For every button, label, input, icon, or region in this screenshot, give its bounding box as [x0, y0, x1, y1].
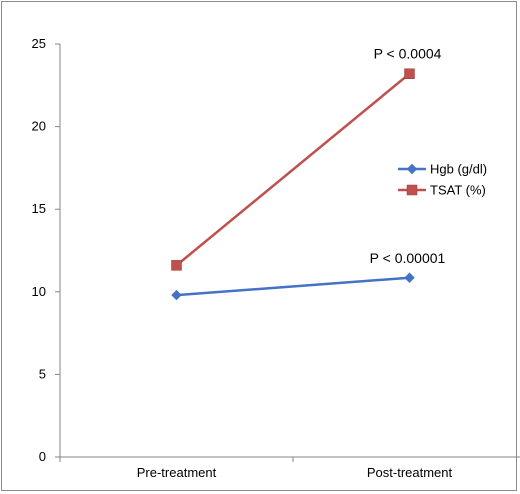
series-1	[171, 272, 415, 301]
data-point	[404, 272, 415, 283]
y-tick-label: 25	[32, 36, 46, 51]
legend-item: Hgb (g/dl)	[398, 162, 487, 177]
series-2	[171, 68, 415, 271]
data-point	[171, 260, 182, 271]
data-point	[404, 68, 415, 79]
y-tick-label: 20	[32, 119, 46, 134]
x-tick-label: Pre-treatment	[137, 465, 217, 480]
x-tick-label: Post-treatment	[367, 465, 453, 480]
data-point	[171, 289, 182, 301]
y-tick-label: 15	[32, 201, 46, 216]
legend-marker	[406, 163, 418, 175]
p-value-annotation: P < 0.00001	[370, 250, 446, 266]
p-value-annotation: P < 0.0004	[374, 46, 442, 62]
series-line	[175, 72, 411, 267]
legend-label: Hgb (g/dl)	[430, 162, 487, 177]
annotations: P < 0.0004 P < 0.00001	[370, 46, 446, 266]
axes: 0 5 10 15 20 25 Pre-treatment Post-treatment	[32, 36, 520, 480]
legend-label: TSAT (%)	[430, 183, 486, 198]
series-line	[176, 276, 410, 297]
legend: Hgb (g/dl) TSAT (%)	[398, 162, 487, 198]
legend-marker	[406, 184, 418, 196]
legend-item: TSAT (%)	[398, 183, 486, 198]
y-tick-label: 10	[32, 284, 46, 299]
series-layer	[171, 68, 415, 301]
y-tick-label: 5	[39, 366, 46, 381]
y-tick-label: 0	[39, 449, 46, 464]
